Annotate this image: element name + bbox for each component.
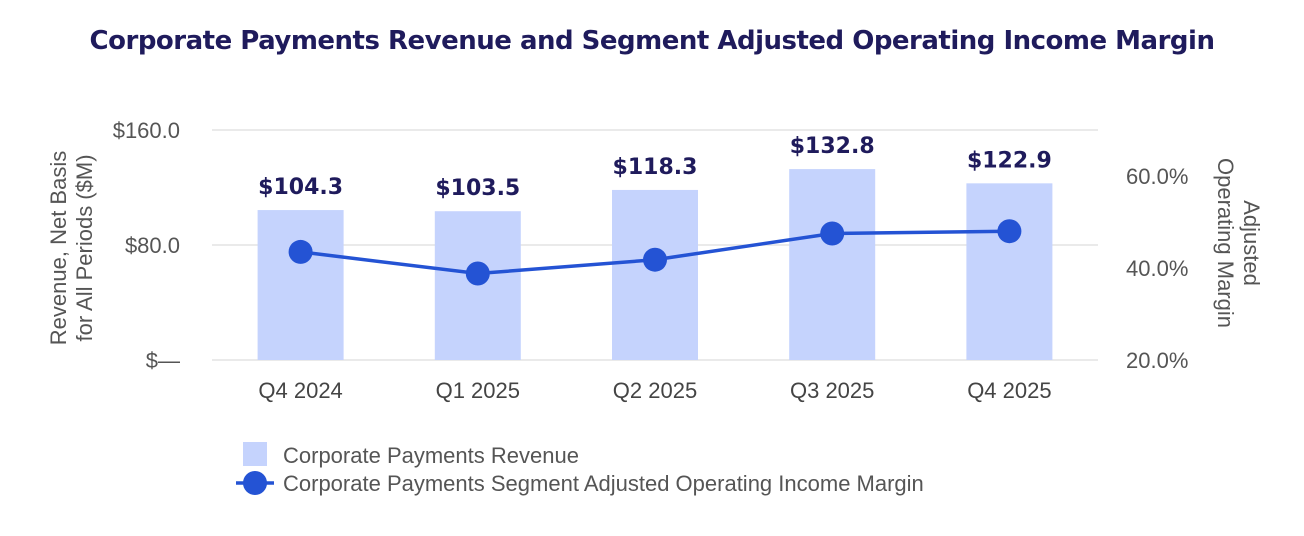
category-label: Q4 2025 [967,378,1051,403]
bar [612,189,698,360]
legend: Corporate Payments Revenue Corporate Paym… [236,442,924,496]
line-point [465,261,490,286]
category-label: Q3 2025 [790,378,874,403]
axes: $160.0 $80.0 $— 60.0% 40.0% 20.0% Q4 2024 Q1 20… [46,118,1264,403]
right-tick-label: 60.0% [1126,164,1188,189]
right-tick-label: 20.0% [1126,348,1188,373]
left-axis-title: Revenue, Net Basisfor All Periods ($M) [46,151,97,345]
left-tick-label: $80.0 [125,233,180,258]
line-point [643,247,667,272]
bar-data-label: $103.5 [435,176,520,201]
bar [257,210,344,360]
line-series [288,219,1022,286]
right-axis-title: AdjustedOperating Margin [1213,158,1264,328]
bar-series [257,169,1053,360]
category-label: Q2 2025 [613,378,697,403]
bar-data-label: $122.9 [967,148,1052,173]
legend-bar-label: Corporate Payments Revenue [283,443,579,468]
left-tick-label: $160.0 [113,118,180,143]
bar-data-label: $118.3 [613,155,698,180]
data-labels: $104.3 $103.5 $118.3 $132.8 $122.9 [258,134,1052,201]
legend-bar-swatch [243,442,267,466]
category-label: Q1 2025 [436,378,520,403]
line-point [997,219,1022,244]
bar-data-label: $132.8 [790,134,875,159]
line-point [820,221,845,246]
right-tick-label: 40.0% [1126,256,1188,281]
bar [966,183,1053,360]
chart-title: Corporate Payments Revenue and Segment A… [89,26,1215,56]
legend-line-marker [243,471,267,495]
bar-data-label: $104.3 [258,175,343,200]
category-label: Q4 2024 [258,378,342,403]
bar [789,169,876,360]
legend-line-label: Corporate Payments Segment Adjusted Oper… [283,471,924,496]
line-point [288,239,313,264]
left-tick-label: $— [146,348,180,373]
bar [434,211,521,360]
